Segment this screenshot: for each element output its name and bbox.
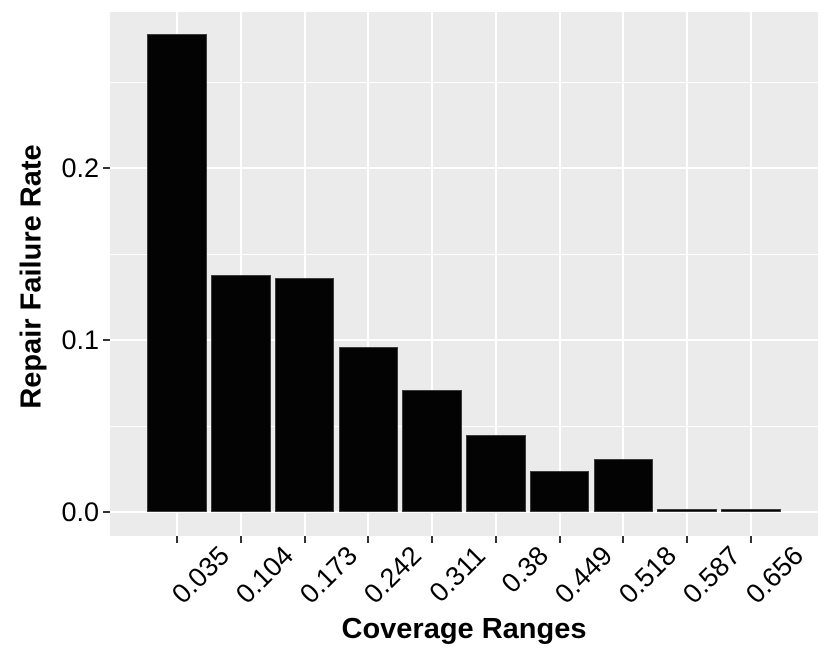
major-gridline-x bbox=[750, 12, 752, 536]
bar bbox=[338, 347, 399, 512]
x-tick-label: 0.311 bbox=[423, 540, 491, 608]
bar bbox=[721, 509, 781, 512]
minor-gridline-y bbox=[110, 425, 818, 427]
x-tick-mark bbox=[367, 536, 370, 543]
x-tick-mark bbox=[686, 536, 689, 543]
x-tick-label: 0.104 bbox=[230, 540, 300, 610]
bar bbox=[466, 434, 526, 512]
x-tick-label: 0.587 bbox=[676, 540, 746, 610]
x-tick-label: 0.656 bbox=[740, 540, 810, 610]
y-tick-label: 0.0 bbox=[61, 496, 99, 527]
major-gridline-y bbox=[110, 510, 818, 513]
bar bbox=[529, 470, 590, 512]
major-gridline-x bbox=[494, 12, 497, 536]
major-gridline-x bbox=[239, 12, 242, 536]
major-gridline-y bbox=[110, 339, 818, 342]
x-tick-mark bbox=[239, 536, 242, 543]
y-tick-mark bbox=[103, 167, 110, 170]
x-tick-mark bbox=[176, 536, 178, 543]
y-tick-label: 0.2 bbox=[61, 153, 99, 184]
bar bbox=[593, 458, 654, 512]
major-gridline-x bbox=[303, 12, 306, 536]
plot-panel bbox=[110, 12, 818, 536]
x-tick-mark bbox=[750, 536, 752, 543]
x-tick-label: 0.518 bbox=[612, 540, 682, 610]
x-tick-label: 0.242 bbox=[357, 540, 427, 610]
bar bbox=[402, 389, 462, 512]
x-tick-label: 0.449 bbox=[549, 540, 619, 610]
bar bbox=[147, 34, 207, 512]
x-tick-mark bbox=[558, 536, 561, 543]
y-tick-mark bbox=[103, 510, 110, 513]
minor-gridline-y bbox=[110, 253, 818, 255]
y-tick-mark bbox=[103, 339, 110, 342]
major-gridline-y bbox=[110, 167, 818, 170]
minor-gridline-y bbox=[110, 81, 818, 83]
x-tick-mark bbox=[622, 536, 625, 543]
x-tick-label: 0.173 bbox=[294, 540, 364, 610]
bar bbox=[211, 274, 271, 512]
x-tick-label: 0.38 bbox=[496, 540, 555, 599]
major-gridline-x bbox=[686, 12, 689, 536]
x-axis-title: Coverage Ranges bbox=[341, 613, 587, 645]
x-tick-label: 0.035 bbox=[166, 540, 236, 610]
x-tick-mark bbox=[303, 536, 306, 543]
bar bbox=[657, 509, 717, 512]
x-tick-mark bbox=[494, 536, 497, 543]
y-tick-label: 0.1 bbox=[61, 325, 99, 356]
x-tick-mark bbox=[431, 536, 434, 543]
major-gridline-x bbox=[558, 12, 561, 536]
major-gridline-x bbox=[622, 12, 625, 536]
bar bbox=[274, 278, 335, 512]
major-gridline-x bbox=[367, 12, 370, 536]
major-gridline-x bbox=[431, 12, 434, 536]
